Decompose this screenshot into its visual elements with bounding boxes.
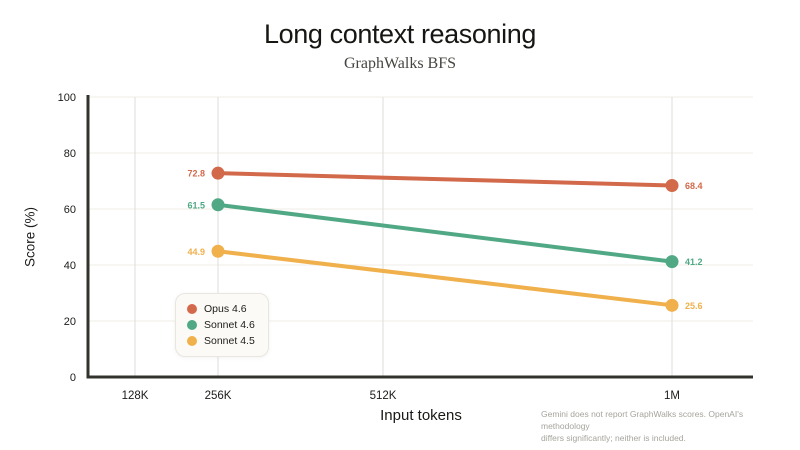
chart-title: Long context reasoning bbox=[264, 19, 536, 49]
data-point-sonnet-4-5-256K bbox=[211, 244, 225, 258]
x-tick-label-128K: 128K bbox=[122, 390, 149, 402]
legend-dot-sonnet-4-6 bbox=[187, 320, 197, 330]
y-tick-label-100: 100 bbox=[58, 92, 76, 104]
footnote-line-2: differs significantly; neither is includ… bbox=[541, 433, 686, 443]
y-tick-label-0: 0 bbox=[70, 372, 76, 384]
y-tick-label-60: 60 bbox=[64, 204, 76, 216]
y-tick-label-20: 20 bbox=[64, 316, 76, 328]
legend-label-sonnet-4-6: Sonnet 4.6 bbox=[204, 319, 255, 331]
y-tick-label-40: 40 bbox=[64, 260, 76, 272]
value-label-opus-4-6-1M: 68.4 bbox=[685, 181, 703, 191]
legend-item-sonnet-4-5: Sonnet 4.5 bbox=[187, 333, 255, 349]
series-line-sonnet-4-5 bbox=[216, 249, 675, 308]
legend-dot-sonnet-4-5 bbox=[187, 336, 197, 346]
legend-dot-opus-4-6 bbox=[187, 304, 197, 314]
data-point-opus-4-6-256K bbox=[211, 166, 225, 180]
chart-footnote: Gemini does not report GraphWalks scores… bbox=[541, 408, 766, 444]
value-label-sonnet-4-6-1M: 41.2 bbox=[685, 257, 703, 267]
x-tick-label-1M: 1M bbox=[664, 390, 680, 402]
x-tick-label-256K: 256K bbox=[205, 390, 232, 402]
legend-item-opus-4-6: Opus 4.6 bbox=[187, 301, 255, 317]
legend-item-sonnet-4-6: Sonnet 4.6 bbox=[187, 317, 255, 333]
footnote-line-1: Gemini does not report GraphWalks scores… bbox=[541, 409, 744, 431]
value-label-sonnet-4-5-1M: 25.6 bbox=[685, 301, 703, 311]
y-axis-label: Score (%) bbox=[22, 206, 38, 268]
value-label-opus-4-6-256K: 72.8 bbox=[187, 169, 205, 179]
series-line-opus-4-6 bbox=[216, 171, 675, 188]
data-point-sonnet-4-6-1M bbox=[665, 255, 679, 269]
x-axis-label: Input tokens bbox=[380, 407, 462, 424]
chart-subtitle: GraphWalks BFS bbox=[343, 55, 457, 72]
series-line-sonnet-4-6 bbox=[216, 202, 675, 264]
data-point-sonnet-4-6-256K bbox=[211, 198, 225, 212]
value-label-sonnet-4-5-256K: 44.9 bbox=[187, 247, 205, 257]
data-point-sonnet-4-5-1M bbox=[665, 298, 679, 312]
y-tick-label-80: 80 bbox=[64, 148, 76, 160]
data-point-opus-4-6-1M bbox=[665, 178, 679, 192]
x-tick-label-512K: 512K bbox=[370, 390, 397, 402]
legend-label-opus-4-6: Opus 4.6 bbox=[204, 303, 247, 315]
value-label-sonnet-4-6-256K: 61.5 bbox=[187, 200, 205, 210]
legend-label-sonnet-4-5: Sonnet 4.5 bbox=[204, 335, 255, 347]
chart-legend: Opus 4.6 Sonnet 4.6 Sonnet 4.5 bbox=[175, 293, 269, 357]
